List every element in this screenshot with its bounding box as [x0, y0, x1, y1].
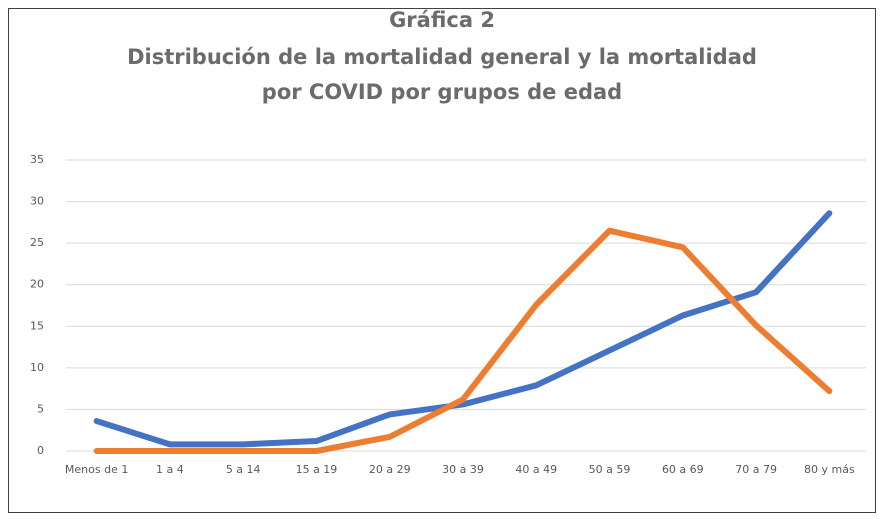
chart-border	[8, 8, 876, 513]
y-tick-label: 25	[30, 236, 44, 249]
x-tick-label: 30 a 39	[442, 463, 484, 476]
y-tick-label: 20	[30, 278, 44, 291]
x-tick-label: Menos de 1	[65, 463, 128, 476]
chart-title: por COVID por grupos de edad	[262, 80, 622, 104]
y-tick-label: 0	[37, 444, 44, 457]
y-tick-label: 5	[37, 402, 44, 415]
y-tick-label: 30	[30, 195, 44, 208]
chart-title: Gráfica 2	[389, 8, 495, 32]
y-tick-label: 15	[30, 319, 44, 332]
x-tick-label: 40 a 49	[515, 463, 557, 476]
x-tick-label: 1 a 4	[156, 463, 184, 476]
x-tick-label: 60 a 69	[662, 463, 704, 476]
chart-title: Distribución de la mortalidad general y …	[127, 45, 757, 69]
x-tick-label: 80 y más	[804, 463, 855, 476]
line-series	[93, 227, 833, 454]
y-tick-label: 35	[30, 153, 44, 166]
x-tick-label: 50 a 59	[589, 463, 631, 476]
line-series	[93, 210, 833, 448]
x-tick-label: 15 a 19	[296, 463, 338, 476]
y-tick-label: 10	[30, 361, 44, 374]
x-tick-label: 20 a 29	[369, 463, 411, 476]
x-tick-label: 5 a 14	[226, 463, 261, 476]
x-tick-label: 70 a 79	[735, 463, 777, 476]
